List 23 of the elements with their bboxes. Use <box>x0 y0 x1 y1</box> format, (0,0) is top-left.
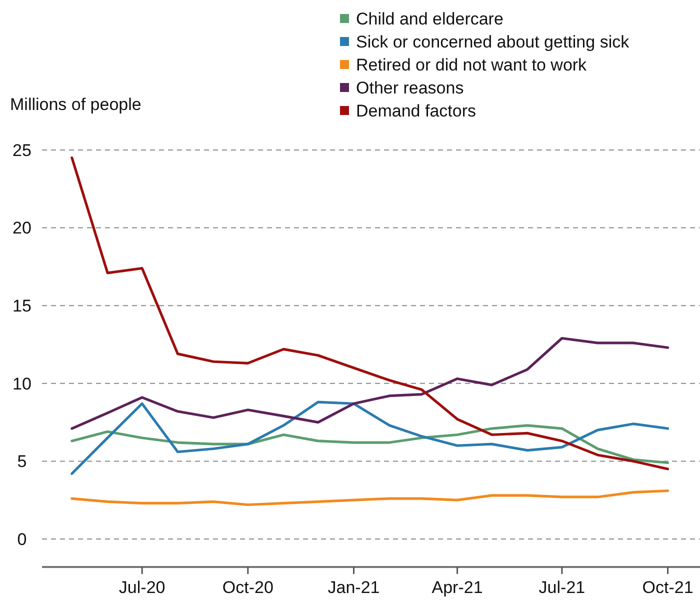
y-tick-label: 25 <box>12 140 32 160</box>
legend-label: Retired or did not want to work <box>356 55 588 74</box>
legend-label: Sick or concerned about getting sick <box>356 32 630 52</box>
line-series <box>70 156 670 470</box>
line-series <box>70 400 670 475</box>
y-tick-label: 15 <box>12 296 32 316</box>
y-axis-title: Millions of people <box>10 95 142 114</box>
x-tick-label: Jul-20 <box>118 578 166 597</box>
x-tick-label: Oct-21 <box>642 578 694 597</box>
y-tick-label: 20 <box>12 218 32 238</box>
legend-label: Child and eldercare <box>356 9 504 28</box>
x-tick-label: Apr-21 <box>432 578 483 597</box>
line-series <box>70 424 670 464</box>
y-tick-label: 0 <box>17 530 27 549</box>
x-tick-label: Jan-21 <box>328 578 380 597</box>
y-tick-label: 5 <box>17 452 27 472</box>
legend-label: Demand factors <box>356 101 476 120</box>
x-tick-label: Oct-20 <box>222 578 274 597</box>
legend-label: Other reasons <box>356 78 464 98</box>
line-series <box>70 489 670 506</box>
x-tick-label: Jul-21 <box>538 578 586 597</box>
y-tick-label: 10 <box>12 374 32 394</box>
line-series <box>70 336 670 430</box>
